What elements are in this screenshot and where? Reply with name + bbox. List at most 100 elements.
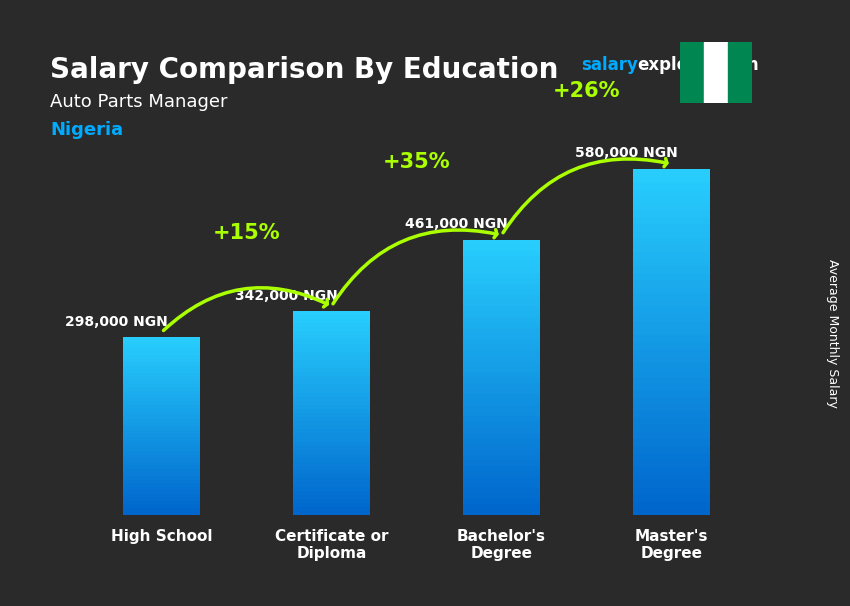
Bar — [123, 494, 200, 498]
Bar — [123, 376, 200, 380]
Bar — [633, 487, 710, 494]
Bar — [293, 311, 370, 315]
Bar — [633, 411, 710, 418]
Bar — [633, 342, 710, 349]
Bar — [123, 365, 200, 369]
Bar — [123, 437, 200, 441]
Bar — [633, 190, 710, 196]
Bar — [633, 293, 710, 301]
Bar — [463, 460, 540, 465]
Bar — [463, 328, 540, 333]
Bar — [293, 494, 370, 499]
Bar — [463, 438, 540, 444]
Bar — [123, 433, 200, 437]
Bar — [463, 372, 540, 378]
Bar — [123, 479, 200, 483]
Bar — [123, 416, 200, 419]
Bar — [123, 387, 200, 390]
Bar — [123, 384, 200, 387]
Bar — [633, 508, 710, 515]
Bar — [123, 498, 200, 501]
Bar — [633, 356, 710, 363]
Bar — [463, 422, 540, 427]
Text: Salary Comparison By Education: Salary Comparison By Education — [50, 56, 558, 84]
Bar — [123, 487, 200, 490]
Bar — [463, 306, 540, 311]
Bar — [123, 390, 200, 394]
Bar — [633, 210, 710, 218]
Text: +15%: +15% — [212, 222, 280, 242]
Bar — [293, 474, 370, 478]
Bar — [123, 351, 200, 355]
Bar — [293, 348, 370, 351]
Bar — [293, 433, 370, 438]
Bar — [704, 42, 728, 103]
Bar — [463, 267, 540, 273]
Bar — [463, 240, 540, 245]
Bar — [463, 367, 540, 372]
Bar — [633, 315, 710, 321]
Bar — [633, 252, 710, 259]
Bar — [123, 412, 200, 416]
Bar — [123, 490, 200, 494]
Bar — [123, 462, 200, 465]
Bar — [123, 398, 200, 401]
Bar — [633, 376, 710, 384]
Bar — [463, 301, 540, 306]
Text: 461,000 NGN: 461,000 NGN — [405, 218, 507, 231]
Bar — [463, 295, 540, 301]
Bar — [463, 399, 540, 405]
Bar — [123, 344, 200, 348]
Text: +26%: +26% — [552, 81, 620, 101]
Bar — [123, 401, 200, 405]
Bar — [463, 350, 540, 356]
Bar — [633, 273, 710, 279]
Bar — [293, 491, 370, 494]
Bar — [123, 369, 200, 373]
Bar — [633, 439, 710, 446]
Bar — [123, 419, 200, 422]
Bar — [463, 245, 540, 251]
Bar — [463, 284, 540, 290]
Bar — [123, 430, 200, 433]
Bar — [293, 445, 370, 450]
Bar — [293, 499, 370, 503]
Bar — [633, 238, 710, 245]
Bar — [123, 422, 200, 426]
Bar — [633, 328, 710, 335]
Bar — [293, 360, 370, 364]
Bar — [463, 290, 540, 295]
Bar — [633, 363, 710, 370]
Bar — [293, 401, 370, 405]
Bar — [463, 333, 540, 339]
Bar — [633, 204, 710, 210]
Bar — [293, 393, 370, 397]
Bar — [293, 351, 370, 356]
Bar — [633, 245, 710, 252]
Bar — [293, 356, 370, 360]
Bar — [463, 322, 540, 328]
Bar — [463, 262, 540, 267]
Bar — [293, 425, 370, 429]
Bar — [293, 344, 370, 348]
Bar — [293, 319, 370, 323]
Bar — [293, 315, 370, 319]
Text: +35%: +35% — [382, 152, 450, 171]
Bar — [123, 380, 200, 384]
Bar — [123, 426, 200, 430]
Bar — [463, 433, 540, 438]
Bar — [463, 499, 540, 504]
Bar — [123, 355, 200, 359]
Bar — [633, 231, 710, 238]
Bar — [293, 376, 370, 381]
Text: Nigeria: Nigeria — [50, 121, 123, 139]
Bar — [633, 494, 710, 501]
Bar — [123, 348, 200, 351]
Bar — [633, 301, 710, 307]
Bar — [293, 364, 370, 368]
Bar — [633, 384, 710, 390]
Bar — [293, 413, 370, 417]
Bar — [463, 378, 540, 383]
Bar — [633, 266, 710, 273]
Bar — [293, 384, 370, 388]
